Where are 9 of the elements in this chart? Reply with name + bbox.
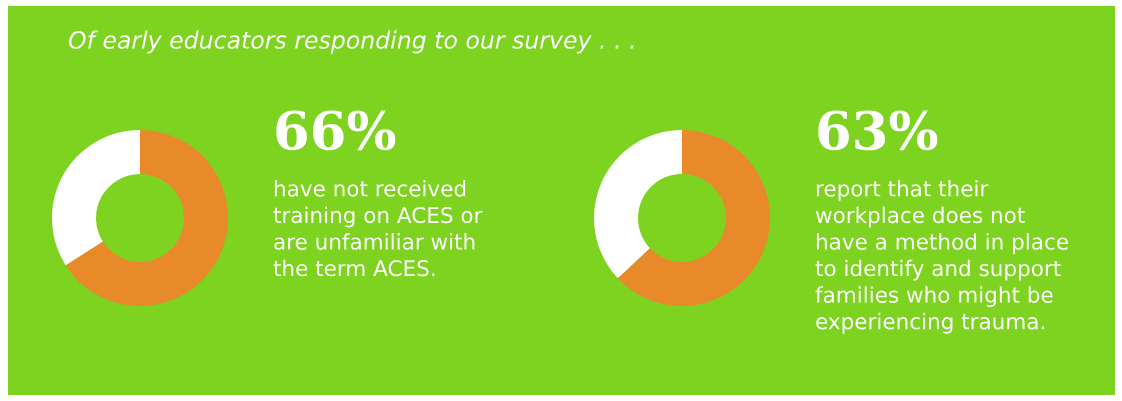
donut-slice: [65, 130, 228, 306]
donut-slice: [52, 130, 140, 266]
donut-slice: [617, 130, 770, 306]
text: report that their workplace does not have a method in place to identify and support families who might be experiencing trauma.: [815, 180, 1068, 334]
donut-slice: [594, 130, 682, 279]
text: Of early educators responding to our survey . . .: [68, 30, 634, 54]
text: have not received training on ACES or are unfamiliar with the term ACES.: [273, 180, 483, 277]
text: 66%: [276, 110, 396, 151]
text: 63%: [818, 110, 938, 151]
